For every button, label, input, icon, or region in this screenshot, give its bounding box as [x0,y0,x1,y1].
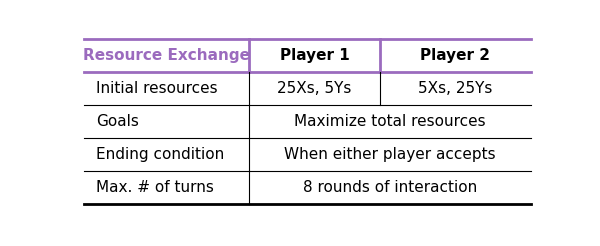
Text: 5Xs, 25Ys: 5Xs, 25Ys [418,81,493,96]
Text: 8 rounds of interaction: 8 rounds of interaction [303,180,477,195]
Text: Player 2: Player 2 [420,48,490,63]
Text: Player 1: Player 1 [280,48,349,63]
Text: 25Xs, 5Ys: 25Xs, 5Ys [277,81,352,96]
Text: Resource Exchange: Resource Exchange [83,48,250,63]
Text: When either player accepts: When either player accepts [284,147,496,162]
Text: Maximize total resources: Maximize total resources [294,114,486,129]
Text: Ending condition: Ending condition [96,147,224,162]
Text: Initial resources: Initial resources [96,81,218,96]
Text: Goals: Goals [96,114,139,129]
Text: Max. # of turns: Max. # of turns [96,180,214,195]
